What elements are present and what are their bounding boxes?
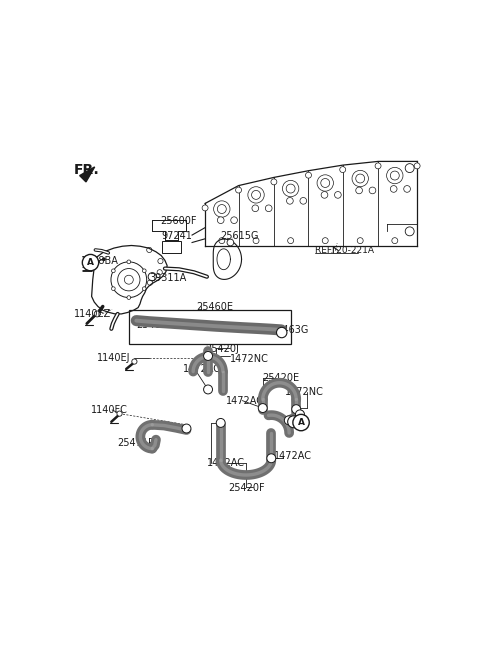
Circle shape	[252, 205, 259, 212]
Text: 1472NC: 1472NC	[230, 353, 269, 363]
Circle shape	[236, 187, 241, 193]
Circle shape	[305, 172, 312, 178]
Text: REF. 20-221A: REF. 20-221A	[315, 246, 374, 255]
Text: 1472AC: 1472AC	[207, 458, 245, 468]
Circle shape	[317, 175, 334, 191]
Text: 1140EJ: 1140EJ	[97, 353, 131, 363]
Circle shape	[143, 269, 146, 273]
Circle shape	[287, 198, 293, 204]
Circle shape	[117, 411, 122, 417]
Circle shape	[143, 286, 146, 290]
Text: 25460E: 25460E	[196, 302, 233, 312]
Circle shape	[204, 351, 213, 361]
Circle shape	[227, 239, 234, 246]
Circle shape	[288, 238, 294, 244]
Circle shape	[296, 410, 304, 419]
Text: FR.: FR.	[74, 162, 100, 177]
Circle shape	[132, 359, 137, 364]
Circle shape	[157, 269, 162, 275]
Circle shape	[124, 275, 133, 284]
Circle shape	[111, 262, 147, 298]
Polygon shape	[80, 167, 95, 182]
Text: 1472AC: 1472AC	[183, 364, 221, 374]
Circle shape	[204, 385, 213, 394]
Circle shape	[386, 168, 403, 184]
Circle shape	[352, 170, 368, 187]
Circle shape	[282, 181, 299, 196]
Circle shape	[284, 416, 293, 425]
Circle shape	[118, 269, 140, 291]
Circle shape	[111, 286, 115, 290]
Circle shape	[390, 171, 399, 180]
Bar	[129, 310, 290, 344]
Circle shape	[356, 174, 365, 183]
Circle shape	[147, 280, 153, 285]
Circle shape	[147, 247, 152, 252]
Circle shape	[356, 187, 362, 194]
Circle shape	[340, 167, 346, 173]
Circle shape	[390, 185, 397, 193]
Text: 25615G: 25615G	[220, 231, 258, 241]
Text: 25471R: 25471R	[118, 438, 156, 448]
Circle shape	[404, 185, 410, 193]
Text: 1140EZ: 1140EZ	[74, 309, 111, 319]
Circle shape	[288, 416, 300, 428]
Text: 25463G: 25463G	[270, 325, 309, 335]
Text: 25420E: 25420E	[262, 373, 299, 383]
Circle shape	[258, 403, 267, 413]
Circle shape	[202, 205, 208, 211]
Circle shape	[253, 238, 259, 244]
Circle shape	[335, 192, 341, 198]
Text: 1338BA: 1338BA	[81, 256, 119, 266]
Circle shape	[286, 184, 295, 193]
Circle shape	[300, 198, 307, 204]
Circle shape	[83, 254, 99, 271]
Circle shape	[216, 419, 225, 428]
Circle shape	[321, 192, 328, 198]
Circle shape	[405, 227, 414, 236]
Circle shape	[102, 258, 106, 261]
Circle shape	[375, 163, 381, 169]
Circle shape	[217, 204, 226, 214]
Circle shape	[252, 191, 261, 199]
Text: A: A	[298, 418, 304, 427]
Text: 25462B: 25462B	[136, 320, 174, 330]
Text: 25600F: 25600F	[160, 216, 197, 226]
Text: 1472NC: 1472NC	[285, 387, 324, 397]
Circle shape	[214, 201, 230, 217]
Circle shape	[322, 238, 328, 244]
Text: 1140FC: 1140FC	[91, 405, 128, 415]
Circle shape	[267, 454, 276, 463]
Circle shape	[158, 258, 163, 263]
Text: 39311A: 39311A	[149, 273, 187, 283]
Text: 25420J: 25420J	[205, 344, 239, 353]
Circle shape	[414, 163, 420, 169]
Text: 1472AC: 1472AC	[226, 396, 264, 405]
Circle shape	[392, 238, 398, 244]
Circle shape	[292, 405, 300, 414]
Circle shape	[405, 164, 414, 173]
Circle shape	[219, 238, 225, 244]
Circle shape	[265, 205, 272, 212]
Circle shape	[127, 260, 131, 263]
Text: A: A	[87, 258, 94, 267]
Circle shape	[276, 327, 287, 338]
Text: 97241: 97241	[162, 231, 192, 241]
Circle shape	[321, 179, 330, 187]
Circle shape	[111, 269, 115, 273]
Bar	[162, 241, 181, 253]
Text: 1472AC: 1472AC	[274, 451, 312, 461]
Text: 25420F: 25420F	[228, 483, 265, 493]
Circle shape	[94, 311, 100, 317]
Circle shape	[248, 187, 264, 203]
Circle shape	[293, 415, 309, 431]
Circle shape	[148, 273, 156, 281]
Circle shape	[231, 217, 238, 223]
Circle shape	[369, 187, 376, 194]
Circle shape	[271, 179, 277, 185]
Circle shape	[182, 424, 191, 433]
Circle shape	[127, 296, 131, 300]
Circle shape	[217, 217, 224, 223]
Circle shape	[357, 238, 363, 244]
